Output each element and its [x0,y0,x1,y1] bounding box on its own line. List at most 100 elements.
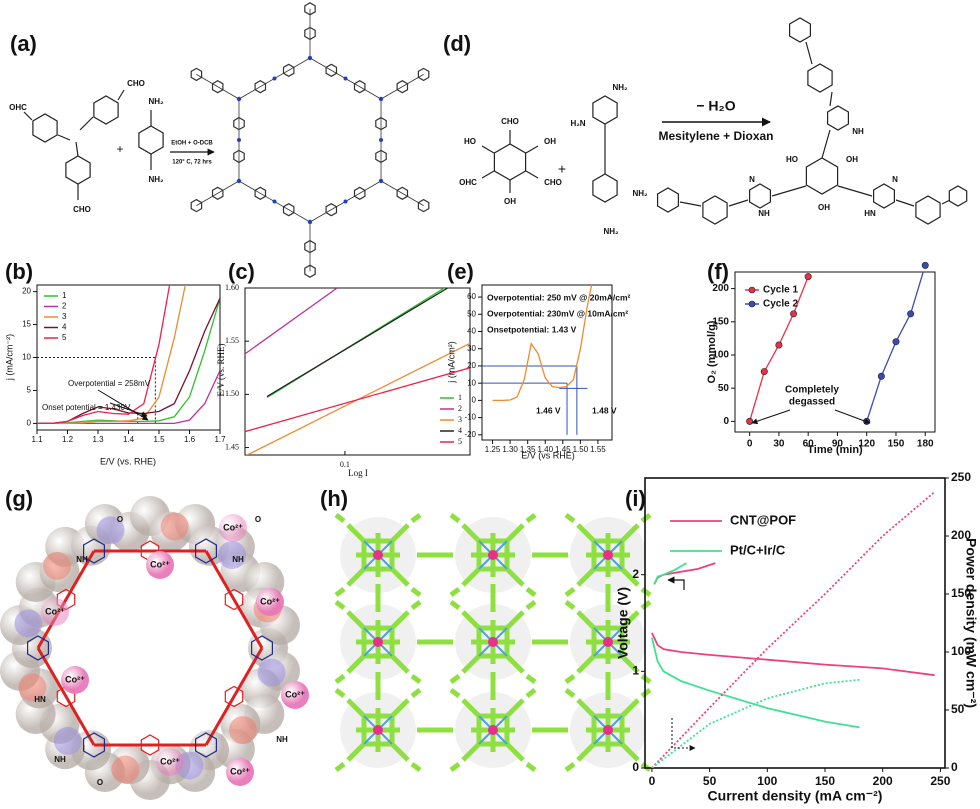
benzene-ring [353,80,366,94]
benzene-ring [254,186,267,200]
atom-sphere [96,516,125,545]
x-tick-label: 1.35 [520,445,536,454]
bond [837,185,873,197]
y-tick-label: 10 [467,378,476,387]
cobalt-ion [156,748,184,776]
y-axis-label: E/V (vs. RHE) [216,343,226,396]
x-axis-label: E/V (vs RHE) [521,450,575,460]
benzene-ring [224,685,244,708]
benzene-ring [353,186,366,200]
series-line [651,637,860,729]
benzene-ring [82,538,106,564]
structure-label: NH [54,755,66,764]
bond [36,550,96,649]
amine-node [236,96,242,102]
framework-unit [566,690,650,770]
x-axis-label: Current density (mA cm⁻²) [708,788,883,804]
x-tick-label: 1.6 [184,435,196,444]
y2-tick-label: 0 [951,760,958,774]
benzene-ring [224,588,244,611]
azo-link [379,138,384,142]
y-tick-label: 20 [467,361,476,370]
bond [380,74,424,100]
plot-frame [481,284,613,441]
x-tick-label: 1.1 [31,435,43,444]
chart: 0 30 60 90 120 150 180 0 50 100 150 200 Time (min) O₂… [706,261,936,456]
scheme-label: HO [464,137,476,146]
x-tick-label: 250 [930,774,950,788]
benzene-ring [32,113,58,143]
benzene-ring [282,203,295,217]
atom-sphere [14,609,43,638]
y-tick-label: 200 [712,283,729,294]
x-tick-label: 1.45 [555,445,571,454]
y-tick-label: 1.45 [225,442,239,451]
y-tick-label: 50 [718,383,730,394]
benzene-ring [211,186,224,200]
scheme-label: NH [758,209,770,218]
scheme-label: NH₂ [612,83,628,92]
benzene-ring [493,143,527,181]
data-point [892,338,900,346]
cobalt-ion [281,681,309,709]
x-tick-label: 0.1 [340,460,350,469]
azo-link [343,199,348,204]
y-tick-label: 150 [712,316,729,327]
x-tick-label: 1.7 [214,435,226,444]
benzene-ring [396,80,409,94]
legend-label: 5 [458,437,462,446]
annotation: Overpotential: 230mV @ 10mA/cm² [487,308,628,318]
scheme-label: OHC [9,103,27,112]
cobalt-ion [146,551,174,579]
benzene-ring [251,635,273,661]
y-tick-label: 50 [467,309,476,318]
legend-label: 4 [62,323,67,332]
legend-label: Cycle 2 [763,299,798,310]
bond [380,180,424,206]
x-tick-label: 1.30 [502,445,518,454]
y2-tick-label: 50 [951,702,965,716]
bond [23,111,33,121]
benzene-ring [282,63,295,77]
scheme-label: H₂N [570,119,585,128]
benzene-ring [325,203,338,217]
panel-label: (g) [5,486,33,511]
structure-label: NH [276,735,288,744]
benzene-ring [304,2,316,16]
reaction-condition: Mesitylene + Dioxan [658,129,773,143]
amine-node [307,219,313,225]
benzene-ring [190,67,203,82]
y-tick-label: 0 [632,760,639,774]
data-point [804,273,812,281]
benzene-ring [304,26,316,41]
x-tick-label: 1.40 [537,445,553,454]
x-tick-label: 1.5 [153,435,165,444]
panel-label: (c) [228,259,255,284]
scheme-label: HN [864,209,876,218]
x-tick-label: 30 [773,439,785,450]
benzene-ring [82,732,106,758]
panel-label: (e) [447,259,474,284]
atom-sphere [257,658,286,687]
x-tick-label: 120 [858,439,875,450]
annotation: Onsetpotential: 1.43 V [487,324,577,334]
bond [75,141,79,157]
azo-link [236,138,241,142]
atom-sphere [228,716,257,745]
x-tick-label: 180 [917,439,934,450]
benzene-ring [138,125,164,155]
data-point [907,310,915,318]
plus-sign: + [116,142,123,156]
framework-unit [336,690,420,770]
annotation: Onset potential = 1.430V [42,403,131,412]
plot-frame [644,477,946,769]
y-axis-label: j (mA/cm²) [446,341,456,384]
bond [895,199,915,207]
atom-sphere [218,541,247,570]
panel-label: (h) [320,486,348,511]
structure-label: HN [34,695,46,704]
x-axis-label: Time (min) [807,444,863,456]
benzene-ring [702,195,728,225]
